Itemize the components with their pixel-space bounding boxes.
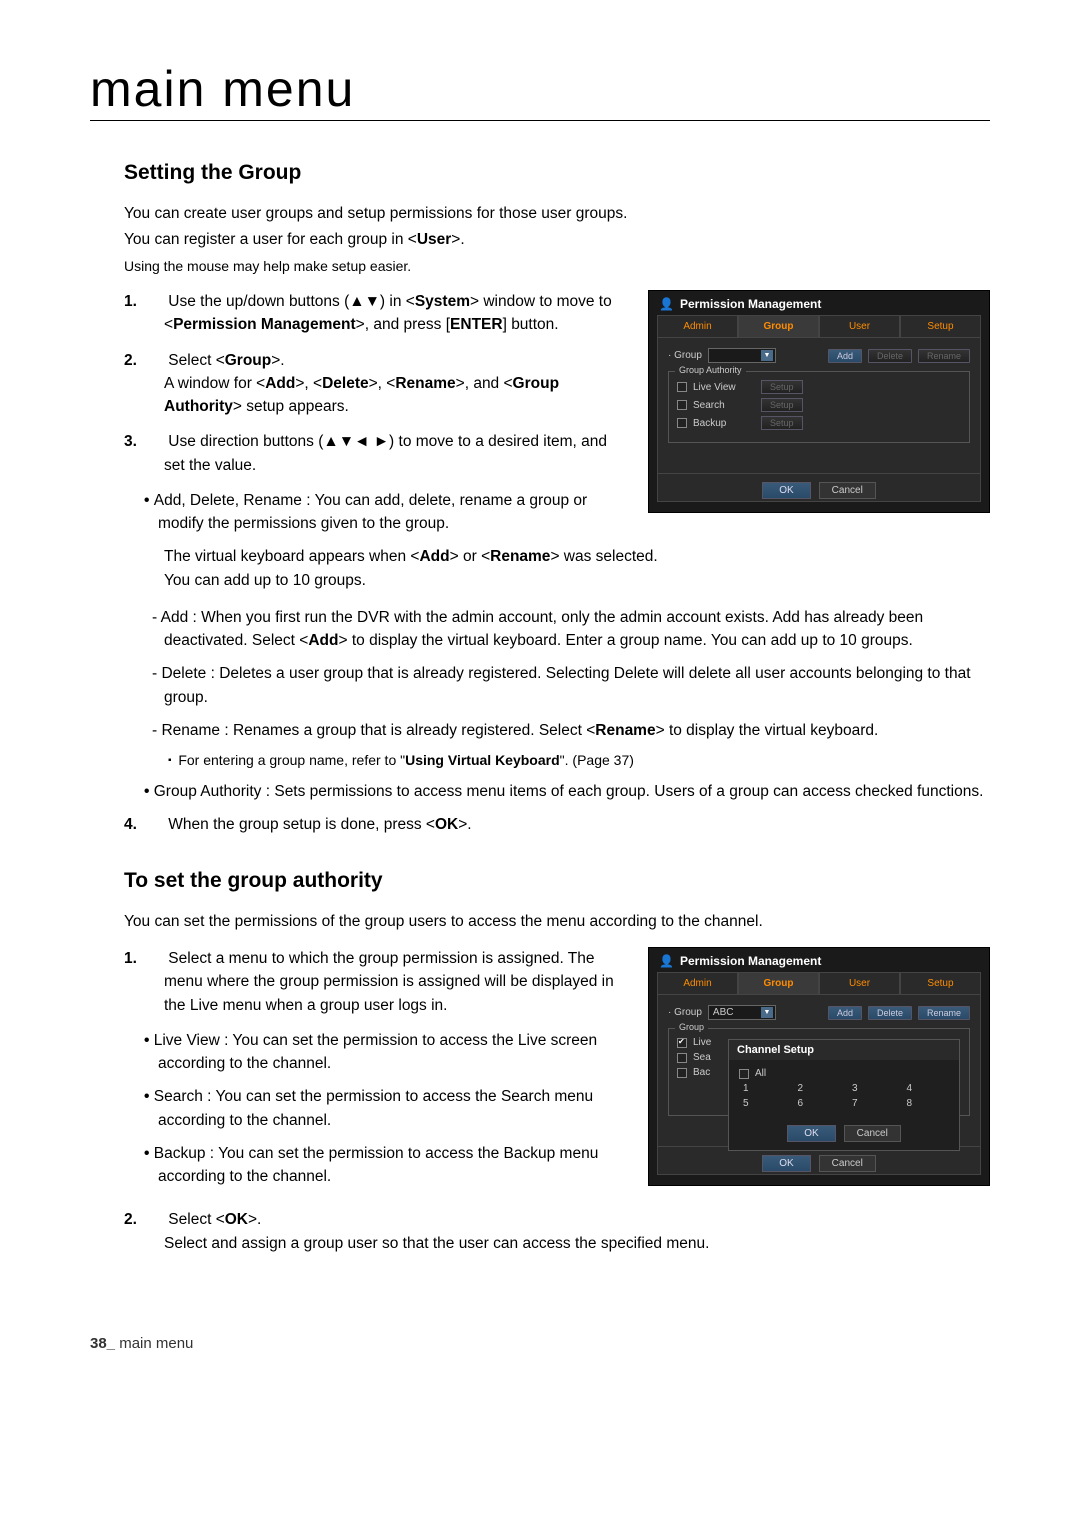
tab-row: Admin Group User Setup	[649, 972, 989, 994]
auth-row-search: Search Setup	[677, 398, 961, 412]
step-2: 2. Select <Group>. A window for <Add>, <…	[164, 349, 630, 419]
rename-button[interactable]: Rename	[918, 1006, 970, 1020]
auth-row-liveview: Live View Setup	[677, 380, 961, 394]
s2-step-2: 2. Select <OK>. Select and assign a grou…	[164, 1208, 990, 1255]
bullet-liveview: Live View : You can set the permission t…	[158, 1029, 630, 1076]
tab-admin[interactable]: Admin	[657, 972, 738, 994]
checkbox[interactable]	[677, 418, 687, 428]
s2-step-1: 1. Select a menu to which the group perm…	[164, 947, 630, 1017]
add-button[interactable]: Add	[828, 1006, 862, 1020]
screenshot-permission-2: 👤 Permission Management Admin Group User…	[648, 947, 990, 1186]
rename-button[interactable]: Rename	[918, 349, 970, 363]
delete-button[interactable]: Delete	[868, 1006, 912, 1020]
page-title: main menu	[90, 60, 990, 121]
channel-setup-modal: Channel Setup All 1 2 3 4 5 6 7	[728, 1039, 960, 1151]
cancel-button[interactable]: Cancel	[819, 1155, 876, 1172]
tab-group[interactable]: Group	[738, 972, 819, 994]
s2-intro: You can set the permissions of the group…	[124, 911, 990, 933]
setup-button[interactable]: Setup	[761, 380, 803, 394]
group-label: · Group	[668, 350, 702, 361]
checkbox-all[interactable]	[739, 1069, 749, 1079]
note-virtual-keyboard: For entering a group name, refer to "Usi…	[140, 752, 990, 768]
step-4: 4. When the group setup is done, press <…	[164, 813, 990, 836]
setup-button[interactable]: Setup	[761, 416, 803, 430]
setup-button[interactable]: Setup	[761, 398, 803, 412]
step-3: 3. Use direction buttons (▲▼◄ ►) to move…	[164, 430, 630, 477]
channel-grid: 1 2 3 4 5 6 7 8	[739, 1083, 949, 1109]
group-select[interactable]: ABC ▼	[708, 1005, 776, 1020]
heading-group-authority: To set the group authority	[124, 869, 990, 893]
bullet-group-authority: Group Authority : Sets permissions to ac…	[158, 780, 990, 803]
bullet-add-delete-rename: Add, Delete, Rename : You can add, delet…	[158, 489, 630, 536]
checkbox[interactable]	[677, 1053, 687, 1063]
delete-button[interactable]: Delete	[868, 349, 912, 363]
dash-rename: Rename : Renames a group that is already…	[164, 719, 990, 742]
tab-setup[interactable]: Setup	[900, 972, 981, 994]
chevron-down-icon: ▼	[761, 350, 773, 361]
group-select[interactable]: ▼	[708, 348, 776, 363]
checkbox[interactable]	[677, 1068, 687, 1078]
tab-setup[interactable]: Setup	[900, 315, 981, 337]
modal-cancel-button[interactable]: Cancel	[844, 1125, 901, 1142]
bullet-search: Search : You can set the permission to a…	[158, 1085, 630, 1132]
heading-setting-group: Setting the Group	[124, 161, 990, 185]
checkbox[interactable]	[677, 1038, 687, 1048]
cancel-button[interactable]: Cancel	[819, 482, 876, 499]
person-icon: 👤	[659, 954, 674, 968]
page-footer: 38_ main menu	[90, 1335, 990, 1352]
panel-title: 👤 Permission Management	[649, 291, 989, 315]
auth-row-backup: Backup Setup	[677, 416, 961, 430]
modal-ok-button[interactable]: OK	[787, 1125, 835, 1142]
tab-group[interactable]: Group	[738, 315, 819, 337]
screenshot-permission-1: 👤 Permission Management Admin Group User…	[648, 290, 990, 513]
add-button[interactable]: Add	[828, 349, 862, 363]
intro-text-2: You can register a user for each group i…	[124, 229, 990, 251]
modal-title: Channel Setup	[729, 1040, 959, 1060]
group-label: · Group	[668, 1007, 702, 1018]
dash-add: Add : When you first run the DVR with th…	[164, 606, 990, 653]
group-authority-box: Group Authority Live View Setup Search S…	[668, 371, 970, 443]
tab-row: Admin Group User Setup	[649, 315, 989, 337]
chevron-down-icon: ▼	[761, 1007, 773, 1018]
tab-admin[interactable]: Admin	[657, 315, 738, 337]
bullet-backup: Backup : You can set the permission to a…	[158, 1142, 630, 1189]
checkbox[interactable]	[677, 382, 687, 392]
bullet-cont: The virtual keyboard appears when <Add> …	[124, 545, 990, 592]
dash-delete: Delete : Deletes a user group that is al…	[164, 662, 990, 709]
tab-user[interactable]: User	[819, 972, 900, 994]
step-1: 1. Use the up/down buttons (▲▼) in <Syst…	[164, 290, 630, 337]
ok-button[interactable]: OK	[762, 1155, 810, 1172]
ok-button[interactable]: OK	[762, 482, 810, 499]
panel-title: 👤 Permission Management	[649, 948, 989, 972]
tab-user[interactable]: User	[819, 315, 900, 337]
checkbox[interactable]	[677, 400, 687, 410]
person-icon: 👤	[659, 297, 674, 311]
intro-text-1: You can create user groups and setup per…	[124, 203, 990, 225]
intro-text-3: Using the mouse may help make setup easi…	[124, 256, 990, 276]
